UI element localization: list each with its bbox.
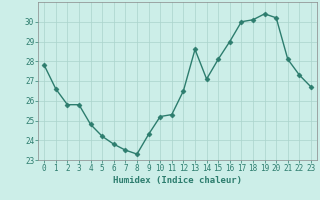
X-axis label: Humidex (Indice chaleur): Humidex (Indice chaleur) [113, 176, 242, 185]
